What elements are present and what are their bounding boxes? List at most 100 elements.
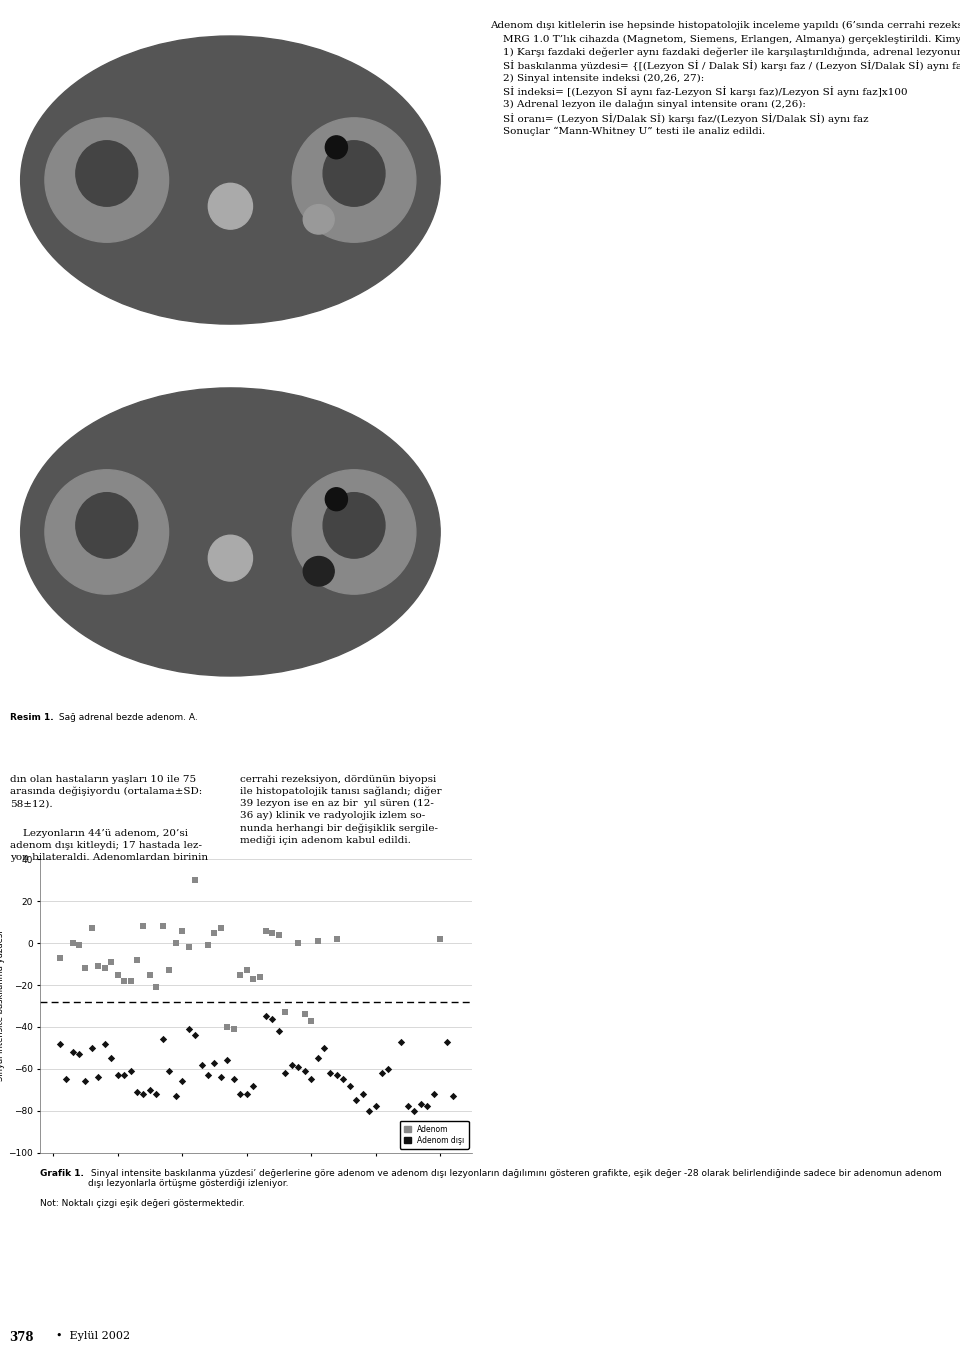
Point	[84, 1037, 100, 1058]
Ellipse shape	[45, 469, 169, 595]
Ellipse shape	[208, 183, 252, 229]
Ellipse shape	[325, 136, 348, 158]
Ellipse shape	[76, 492, 137, 558]
Point	[175, 919, 190, 941]
Text: •  Eylül 2002: • Eylül 2002	[56, 1331, 130, 1341]
Point	[206, 922, 222, 944]
Point	[329, 928, 345, 949]
Point	[284, 1053, 300, 1075]
Point	[213, 918, 228, 940]
Point	[168, 932, 183, 953]
Point	[445, 1086, 461, 1108]
Point	[265, 922, 280, 944]
Point	[201, 934, 216, 956]
Point	[413, 1094, 428, 1116]
Y-axis label: Sinyal intensite baskılanma yüzdesi: Sinyal intensite baskılanma yüzdesi	[0, 930, 5, 1082]
Point	[226, 1068, 241, 1090]
Point	[65, 932, 81, 953]
Point	[265, 1008, 280, 1030]
Ellipse shape	[45, 117, 169, 243]
Point	[78, 958, 93, 979]
Text: Grafik 1.: Grafik 1.	[40, 1169, 84, 1178]
Point	[432, 928, 447, 949]
Point	[239, 1083, 254, 1105]
Point	[187, 1024, 203, 1046]
Text: B: B	[426, 385, 438, 400]
Point	[232, 963, 248, 985]
Point	[232, 1083, 248, 1105]
Point	[135, 1083, 151, 1105]
Ellipse shape	[303, 205, 334, 235]
Point	[297, 1060, 312, 1082]
Text: A: A	[426, 33, 438, 48]
Point	[104, 1048, 119, 1069]
Point	[220, 1049, 235, 1071]
Ellipse shape	[292, 469, 416, 595]
Point	[277, 1063, 293, 1084]
Point	[272, 1020, 287, 1042]
Text: cerrahi rezeksiyon, dördünün biyopsi
ile histopatolojik tanısı sağlandı; diğer
3: cerrahi rezeksiyon, dördünün biyopsi ile…	[240, 775, 442, 846]
Point	[194, 1053, 209, 1075]
Point	[348, 1090, 364, 1112]
Point	[381, 1058, 396, 1080]
Ellipse shape	[208, 535, 252, 581]
Point	[135, 915, 151, 937]
Point	[310, 1048, 325, 1069]
Point	[317, 1037, 332, 1058]
Point	[407, 1099, 422, 1121]
Point	[110, 963, 126, 985]
Point	[180, 936, 196, 958]
Point	[180, 1018, 196, 1039]
Point	[258, 1005, 274, 1027]
Point	[252, 966, 267, 988]
Point	[246, 968, 261, 990]
Point	[426, 1083, 442, 1105]
Point	[123, 1060, 138, 1082]
Point	[258, 919, 274, 941]
Point	[239, 959, 254, 981]
Ellipse shape	[21, 35, 440, 325]
Point	[291, 932, 306, 953]
Ellipse shape	[21, 387, 440, 677]
Text: Not: Noktalı çizgi eşik değeri göstermektedir.: Not: Noktalı çizgi eşik değeri göstermek…	[40, 1199, 245, 1209]
Point	[175, 1071, 190, 1093]
Point	[52, 947, 67, 968]
Point	[323, 1063, 338, 1084]
Point	[123, 970, 138, 992]
Point	[116, 1064, 132, 1086]
Point	[116, 970, 132, 992]
Point	[187, 869, 203, 891]
Ellipse shape	[324, 140, 385, 206]
Point	[439, 1031, 454, 1053]
Point	[156, 915, 171, 937]
Text: Resim 1.: Resim 1.	[10, 713, 53, 723]
Point	[206, 1052, 222, 1073]
Point	[84, 918, 100, 940]
Text: 378: 378	[10, 1331, 35, 1345]
Point	[246, 1075, 261, 1097]
Point	[52, 1033, 67, 1054]
Point	[149, 977, 164, 998]
Ellipse shape	[324, 492, 385, 558]
Point	[310, 930, 325, 952]
Point	[156, 1028, 171, 1050]
Point	[297, 1004, 312, 1026]
Point	[149, 1083, 164, 1105]
Point	[303, 1068, 319, 1090]
Text: dın olan hastaların yaşları 10 ile 75
arasında değişiyordu (ortalama±SD:
58±12).: dın olan hastaların yaşları 10 ile 75 ar…	[10, 775, 202, 807]
Point	[71, 934, 86, 956]
Point	[142, 1079, 157, 1101]
Point	[201, 1064, 216, 1086]
Legend: Adenom, Adenom dışı: Adenom, Adenom dışı	[400, 1121, 468, 1148]
Point	[90, 955, 106, 977]
Point	[130, 1080, 145, 1102]
Text: Sinyal intensite baskılanma yüzdesi’ değerlerine göre adenom ve adenom dışı lezy: Sinyal intensite baskılanma yüzdesi’ değ…	[88, 1169, 942, 1188]
Point	[394, 1031, 409, 1053]
Point	[65, 1041, 81, 1063]
Point	[329, 1064, 345, 1086]
Point	[355, 1083, 371, 1105]
Point	[362, 1099, 377, 1121]
Text: Adenom dışı kitlelerin ise hepsinde histopatolojik inceleme yapıldı (6’sında cer: Adenom dışı kitlelerin ise hepsinde hist…	[490, 20, 960, 136]
Point	[161, 959, 177, 981]
Point	[142, 963, 157, 985]
